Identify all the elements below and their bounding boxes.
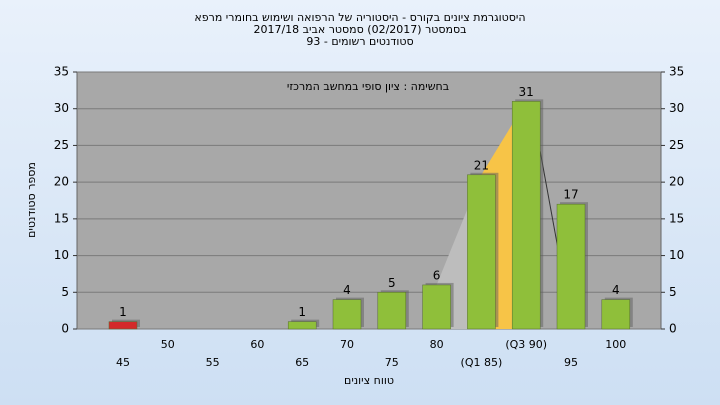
chart-title: היסטוגרמת ציונים בקורס - היסטוריה של הרפ…: [194, 11, 525, 24]
y-tick-label: 10: [54, 248, 69, 262]
bar: [377, 292, 407, 330]
data-label: 4: [612, 283, 620, 297]
data-label: 4: [343, 283, 351, 297]
x-tick-label: 65: [295, 356, 309, 369]
y2-tick-label: 0: [669, 322, 677, 336]
x-tick-label: (Q1 85): [461, 356, 503, 369]
y2-tick-label: 5: [669, 285, 677, 299]
bar: [556, 203, 586, 330]
annotation: בחשימה : ציון סופי במחשב המרכזי: [287, 80, 449, 93]
y-tick-label: 15: [54, 211, 69, 225]
x-tick-label: 80: [430, 338, 444, 351]
y2-tick-label: 35: [669, 65, 684, 79]
data-label: 31: [519, 85, 534, 99]
data-label: 21: [474, 158, 489, 172]
chart-title: בסמסטר (02/2017) סמסטר אביב 2017/18: [253, 23, 466, 36]
y-tick-label: 35: [54, 65, 69, 79]
y-tick-label: 5: [61, 285, 69, 299]
x-axis-label: טווח ציונים: [344, 374, 394, 387]
data-label: 17: [563, 188, 578, 202]
bar: [467, 174, 496, 330]
chart-title: סטודנטים רשומים - 93: [306, 35, 413, 48]
x-tick-label: (Q3 90): [505, 338, 547, 351]
y-tick-label: 0: [61, 322, 69, 336]
x-tick-label: 75: [385, 356, 399, 369]
trend-line: [539, 151, 560, 255]
x-tick-label: 95: [564, 356, 578, 369]
bar: [332, 299, 362, 330]
y2-tick-label: 10: [669, 248, 684, 262]
y-tick-label: 30: [54, 101, 69, 115]
y2-tick-label: 20: [669, 175, 684, 189]
bar: [511, 101, 541, 330]
bar: [422, 284, 451, 330]
y2-tick-label: 15: [669, 211, 684, 225]
data-label: 6: [433, 268, 441, 282]
y2-tick-label: 30: [669, 101, 684, 115]
y-axis-label: מספר סטודנטים: [25, 162, 38, 238]
data-label: 1: [298, 305, 306, 319]
x-tick-label: 45: [116, 356, 130, 369]
x-tick-label: 60: [250, 338, 264, 351]
x-tick-label: 55: [206, 356, 220, 369]
bar: [601, 299, 631, 330]
y2-tick-label: 25: [669, 138, 684, 152]
data-label: 5: [388, 276, 396, 290]
y-tick-label: 25: [54, 138, 69, 152]
bar: [287, 321, 317, 330]
x-tick-label: 100: [605, 338, 626, 351]
y-tick-label: 20: [54, 175, 69, 189]
bar: [108, 321, 138, 330]
data-label: 1: [119, 305, 127, 319]
x-tick-label: 70: [340, 338, 354, 351]
x-tick-label: 50: [161, 338, 175, 351]
